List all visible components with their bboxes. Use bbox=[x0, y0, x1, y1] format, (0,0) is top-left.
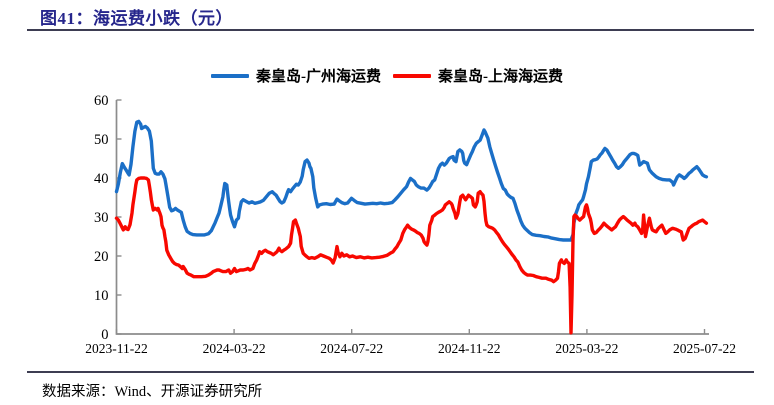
svg-text:40: 40 bbox=[94, 171, 109, 187]
data-source-note: 数据来源：Wind、开源证券研究所 bbox=[42, 384, 263, 400]
title-divider-rule bbox=[27, 29, 754, 31]
legend-item-shanghai: 秦皇岛-上海海运费 bbox=[393, 65, 563, 86]
svg-text:2024-03-22: 2024-03-22 bbox=[203, 341, 266, 356]
svg-text:60: 60 bbox=[94, 93, 109, 109]
legend-label-shanghai: 秦皇岛-上海海运费 bbox=[438, 69, 563, 85]
svg-text:2024-07-22: 2024-07-22 bbox=[320, 341, 383, 356]
svg-text:30: 30 bbox=[94, 210, 109, 226]
svg-text:50: 50 bbox=[94, 132, 109, 148]
shanghai-line-swatch bbox=[393, 73, 431, 78]
svg-text:10: 10 bbox=[94, 288, 109, 304]
guangzhou-line-swatch bbox=[211, 73, 249, 78]
svg-text:20: 20 bbox=[94, 249, 109, 265]
svg-text:0: 0 bbox=[101, 327, 108, 343]
figure-title: 图41：海运费小跌（元） bbox=[40, 9, 233, 28]
svg-text:2025-07-22: 2025-07-22 bbox=[673, 341, 736, 356]
legend-label-guangzhou: 秦皇岛-广州海运费 bbox=[256, 69, 381, 85]
svg-text:2025-03-22: 2025-03-22 bbox=[555, 341, 618, 356]
svg-text:2024-11-22: 2024-11-22 bbox=[438, 341, 501, 356]
legend-item-guangzhou: 秦皇岛-广州海运费 bbox=[211, 65, 381, 86]
chart-legend: 秦皇岛-广州海运费 秦皇岛-上海海运费 bbox=[0, 65, 774, 86]
svg-text:2023-11-22: 2023-11-22 bbox=[85, 341, 148, 356]
source-divider-rule bbox=[27, 371, 754, 373]
